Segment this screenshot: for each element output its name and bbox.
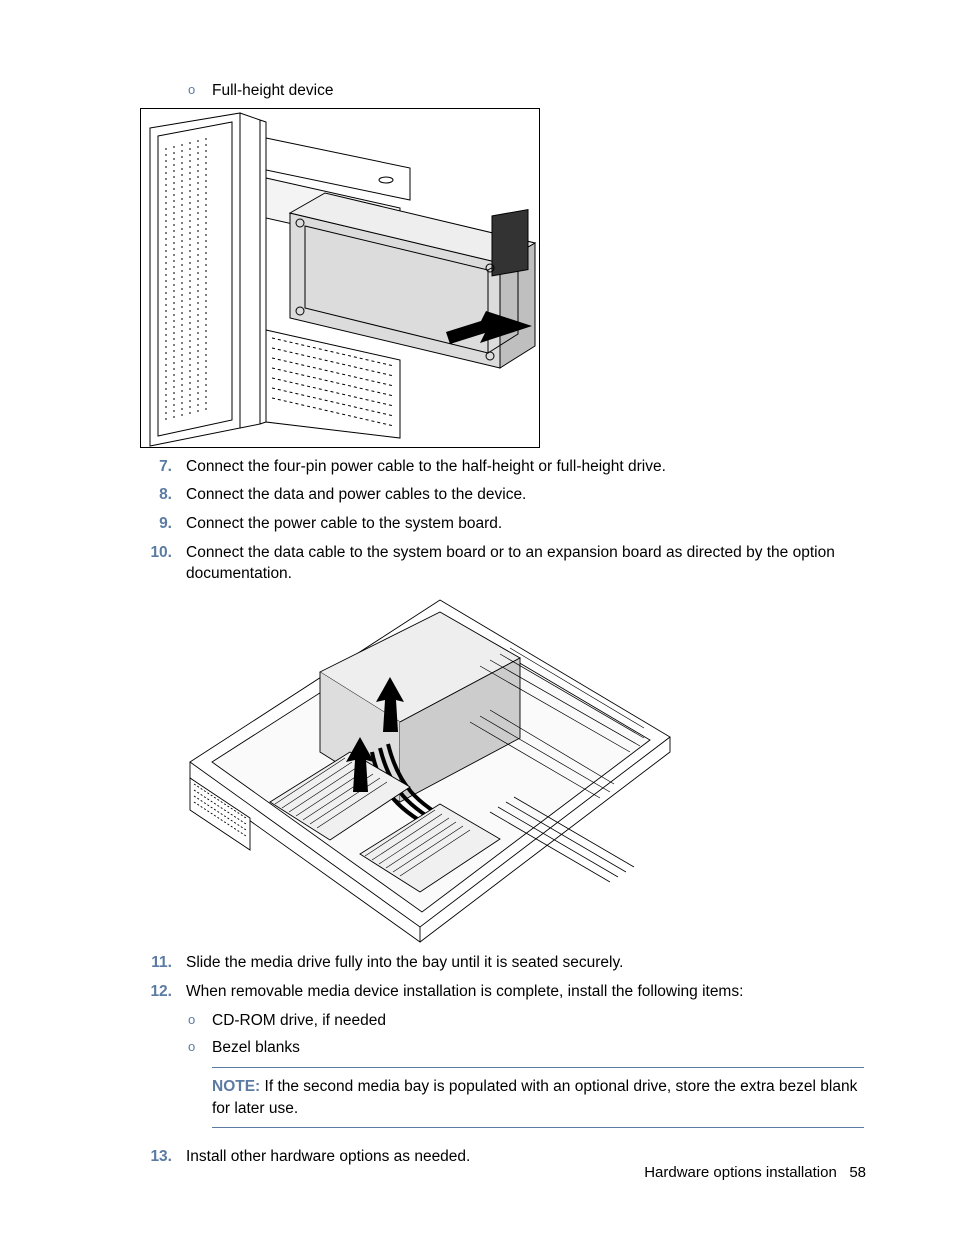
step-number: 9. [140, 513, 172, 535]
figure-drive-insertion [140, 108, 864, 448]
step-item: 12. When removable media device installa… [140, 981, 864, 1003]
step-item: 9. Connect the power cable to the system… [140, 513, 864, 535]
footer-section: Hardware options installation [644, 1164, 837, 1181]
document-page: o Full-height device [0, 0, 954, 1168]
bullet-marker: o [188, 80, 198, 102]
step-number: 7. [140, 456, 172, 478]
step-number: 12. [140, 981, 172, 1003]
bullet-item: o Full-height device [140, 80, 864, 102]
sub-bullet-item: o Bezel blanks [140, 1037, 864, 1059]
step-number: 11. [140, 952, 172, 974]
note-text: If the second media bay is populated wit… [212, 1078, 857, 1117]
bullet-marker: o [188, 1010, 198, 1032]
note-box: NOTE: If the second media bay is populat… [212, 1067, 864, 1128]
step-text: Connect the data and power cables to the… [186, 484, 864, 506]
step-number: 8. [140, 484, 172, 506]
step-number: 13. [140, 1146, 172, 1168]
footer-page-number: 58 [849, 1164, 866, 1181]
note-label: NOTE: [212, 1078, 260, 1095]
step-item: 7. Connect the four-pin power cable to t… [140, 456, 864, 478]
step-text: Connect the data cable to the system boa… [186, 542, 864, 585]
step-text: Connect the four-pin power cable to the … [186, 456, 864, 478]
step-item: 11. Slide the media drive fully into the… [140, 952, 864, 974]
page-footer: Hardware options installation 58 [644, 1162, 866, 1183]
step-item: 8. Connect the data and power cables to … [140, 484, 864, 506]
step-text: When removable media device installation… [186, 981, 864, 1003]
board-diagram-svg [140, 592, 680, 944]
bullet-text: Full-height device [212, 80, 333, 102]
sub-bullet-item: o CD-ROM drive, if needed [140, 1010, 864, 1032]
figure-system-board [140, 592, 864, 944]
step-number: 10. [140, 542, 172, 585]
step-item: 10. Connect the data cable to the system… [140, 542, 864, 585]
step-text: Slide the media drive fully into the bay… [186, 952, 864, 974]
bullet-text: Bezel blanks [212, 1037, 300, 1059]
bullet-text: CD-ROM drive, if needed [212, 1010, 386, 1032]
drive-diagram-svg [140, 108, 540, 448]
step-text: Connect the power cable to the system bo… [186, 513, 864, 535]
bullet-marker: o [188, 1037, 198, 1059]
